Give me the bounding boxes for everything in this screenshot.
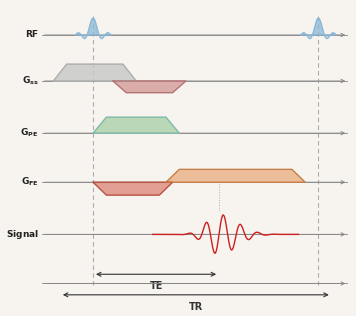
- Text: RF: RF: [25, 30, 38, 40]
- Text: $\mathbf{G_{ss}}$: $\mathbf{G_{ss}}$: [22, 75, 38, 87]
- Text: TR: TR: [189, 301, 203, 312]
- Text: TE: TE: [150, 281, 163, 291]
- Text: $\mathbf{G_{PE}}$: $\mathbf{G_{PE}}$: [20, 127, 38, 139]
- Polygon shape: [53, 64, 136, 81]
- Polygon shape: [93, 117, 179, 133]
- Text: $\mathbf{G_{FE}}$: $\mathbf{G_{FE}}$: [21, 176, 38, 188]
- Text: $\mathbf{Signal}$: $\mathbf{Signal}$: [6, 228, 38, 241]
- Polygon shape: [93, 182, 173, 195]
- Polygon shape: [113, 81, 186, 93]
- Polygon shape: [93, 117, 179, 133]
- Polygon shape: [166, 169, 305, 182]
